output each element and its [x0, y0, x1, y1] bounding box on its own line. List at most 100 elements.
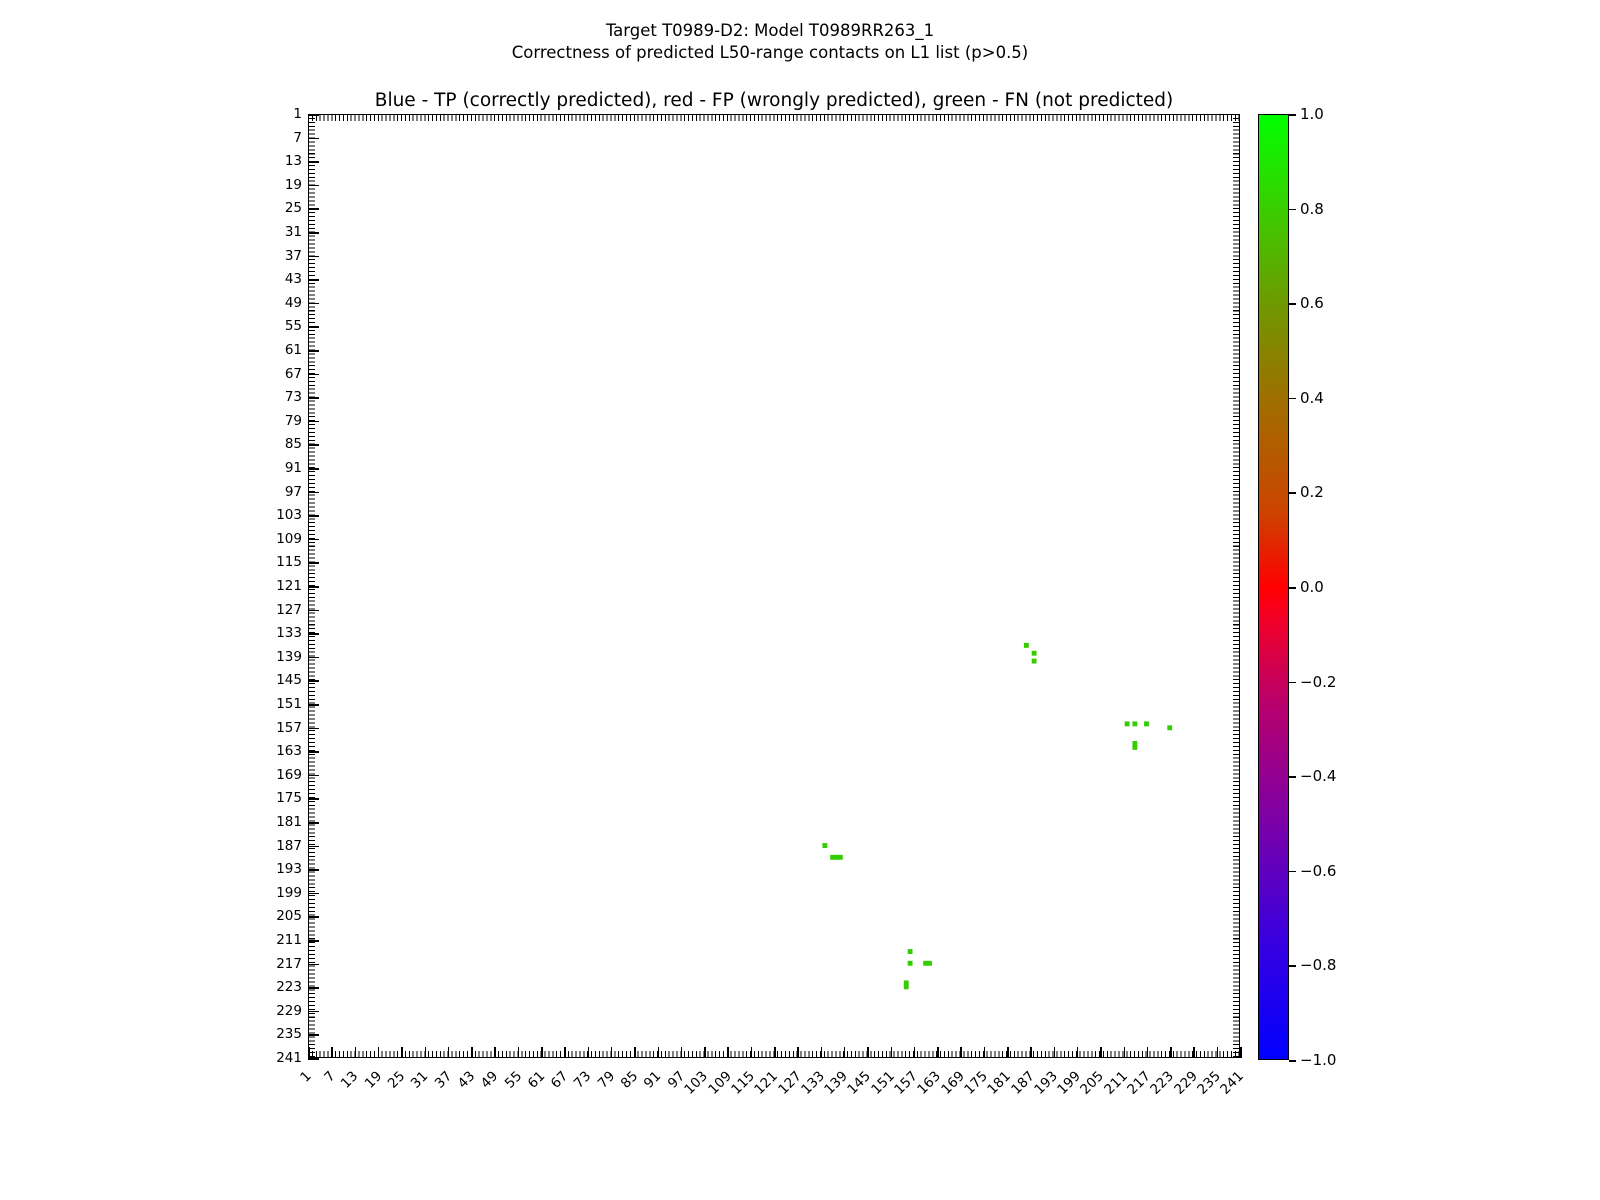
data-point-marker	[903, 980, 909, 986]
y-axis-tick-mark	[308, 963, 319, 966]
x-axis-tick-label: 103	[681, 1068, 712, 1098]
x-axis-tick-mark	[634, 1047, 636, 1058]
x-axis-tick-label: 67	[547, 1068, 572, 1092]
x-axis-tick-mark	[1216, 1047, 1219, 1058]
x-axis-tick-mark	[1076, 1047, 1079, 1058]
y-axis-tick-label: 7	[293, 129, 302, 146]
x-axis-tick-mark	[1240, 1047, 1242, 1058]
colorbar-gradient[interactable]	[1258, 114, 1289, 1060]
y-axis-tick-mark	[308, 798, 319, 800]
colorbar-tick-label: −0.6	[1300, 861, 1337, 880]
x-axis-tick-label: 85	[617, 1068, 642, 1092]
data-point-marker	[1023, 642, 1029, 648]
y-axis-tick-mark	[308, 940, 319, 942]
data-point-marker	[830, 854, 836, 860]
x-axis-tick-mark	[1100, 1047, 1102, 1058]
x-axis-tick-label: 1	[297, 1068, 316, 1086]
y-axis-tick-label: 97	[284, 483, 302, 500]
y-axis-tick-mark	[308, 845, 319, 848]
y-axis-tick-label: 13	[284, 153, 302, 170]
x-axis-tick-mark	[1007, 1047, 1009, 1058]
x-axis-tick-mark	[750, 1047, 753, 1058]
y-axis-tick-label: 157	[276, 719, 302, 736]
y-axis-tick-mark	[308, 774, 319, 777]
y-axis-tick-mark	[308, 680, 319, 682]
data-point-marker	[1132, 721, 1138, 727]
y-axis-tick-label: 91	[284, 460, 302, 476]
colorbar-tick-label: 0.8	[1300, 199, 1324, 218]
y-axis-tick-label: 19	[284, 176, 302, 193]
colorbar-tick-mark	[1289, 208, 1296, 211]
colorbar-tick-label: 1.0	[1300, 105, 1324, 123]
y-axis-tick-label: 37	[284, 247, 302, 264]
y-axis-tick-mark	[308, 869, 319, 871]
y-axis-tick-mark	[308, 326, 319, 328]
y-axis-tick-label: 115	[276, 554, 302, 571]
y-axis-tick-label: 25	[284, 200, 302, 217]
x-axis-tick-mark	[541, 1047, 543, 1058]
y-axis-tick-label: 1	[293, 106, 302, 122]
y-axis-tick-mark	[308, 114, 319, 116]
y-axis-tick-mark	[308, 1034, 319, 1036]
colorbar-tick-mark	[1289, 492, 1296, 494]
y-axis-tick-label: 205	[276, 908, 302, 925]
colorbar-tick-mark	[1289, 303, 1296, 305]
x-axis-tick-mark	[657, 1047, 660, 1058]
data-point-marker	[1124, 721, 1130, 727]
x-axis-tick-mark	[308, 1047, 310, 1058]
data-point-marker	[834, 854, 839, 860]
colorbar-tick-label: 0.6	[1300, 294, 1324, 313]
y-axis-tick-label: 31	[284, 224, 302, 240]
y-axis-tick-label: 175	[276, 790, 302, 807]
y-axis-tick-mark	[308, 350, 319, 352]
x-axis-tick-mark	[1146, 1047, 1149, 1058]
x-axis-tick-label: 79	[594, 1068, 618, 1092]
y-axis-tick-mark	[308, 609, 319, 612]
x-axis-tick-mark	[867, 1047, 869, 1058]
x-axis-tick-mark	[960, 1047, 962, 1058]
y-axis-tick-label: 145	[276, 672, 302, 689]
figure-title: Target T0989-D2: Model T0989RR263_1 Corr…	[0, 20, 1540, 64]
x-axis-tick-mark	[494, 1047, 496, 1058]
x-axis-tick-mark	[820, 1047, 823, 1058]
x-axis-tick-label: 241	[1217, 1068, 1248, 1098]
data-point-marker	[1031, 658, 1037, 664]
y-axis-tick-label: 163	[276, 743, 302, 760]
y-axis-tick-label: 217	[276, 955, 302, 972]
x-axis-tick-label: 61	[524, 1068, 549, 1092]
y-axis-tick-mark	[308, 161, 319, 163]
y-axis-tick-mark	[308, 751, 319, 753]
data-point-marker	[903, 984, 909, 990]
y-axis-tick-mark	[308, 373, 319, 376]
colorbar-tick-label: −0.2	[1300, 672, 1337, 691]
y-axis-tick-mark	[308, 633, 319, 635]
y-axis-tick-mark	[308, 491, 319, 494]
colorbar-tick-mark	[1289, 397, 1296, 400]
colorbar-tick-mark	[1289, 965, 1296, 967]
y-axis-tick-mark	[308, 208, 319, 210]
y-axis-tick-label: 187	[276, 837, 302, 854]
data-point-marker	[907, 960, 913, 966]
y-axis-tick-mark	[308, 916, 319, 918]
contact-map-plot-area[interactable]	[308, 114, 1240, 1058]
data-point-marker	[927, 960, 932, 966]
y-axis-tick-mark	[308, 586, 319, 588]
y-axis-tick-label: 139	[276, 648, 302, 665]
x-axis-tick-label: 163	[914, 1068, 945, 1098]
y-axis-tick-label: 133	[276, 625, 302, 642]
figure-title-line1: Target T0989-D2: Model T0989RR263_1	[605, 21, 935, 40]
x-axis-tick-mark	[704, 1047, 706, 1058]
y-axis-tick-label: 199	[276, 884, 302, 901]
x-axis-tick-mark	[1053, 1047, 1056, 1058]
x-axis-tick-mark	[680, 1047, 683, 1058]
y-axis-tick-mark	[308, 302, 319, 305]
y-axis-tick-mark	[308, 232, 319, 234]
x-axis-tick-mark	[913, 1047, 916, 1058]
y-axis-tick-label: 55	[284, 318, 302, 335]
x-axis-tick-mark	[1170, 1047, 1172, 1058]
y-axis-tick-mark	[308, 656, 319, 659]
colorbar-tick-label: 0.2	[1300, 483, 1324, 502]
x-axis-tick-label: 181	[984, 1068, 1015, 1098]
y-axis-tick-label: 73	[284, 389, 302, 406]
